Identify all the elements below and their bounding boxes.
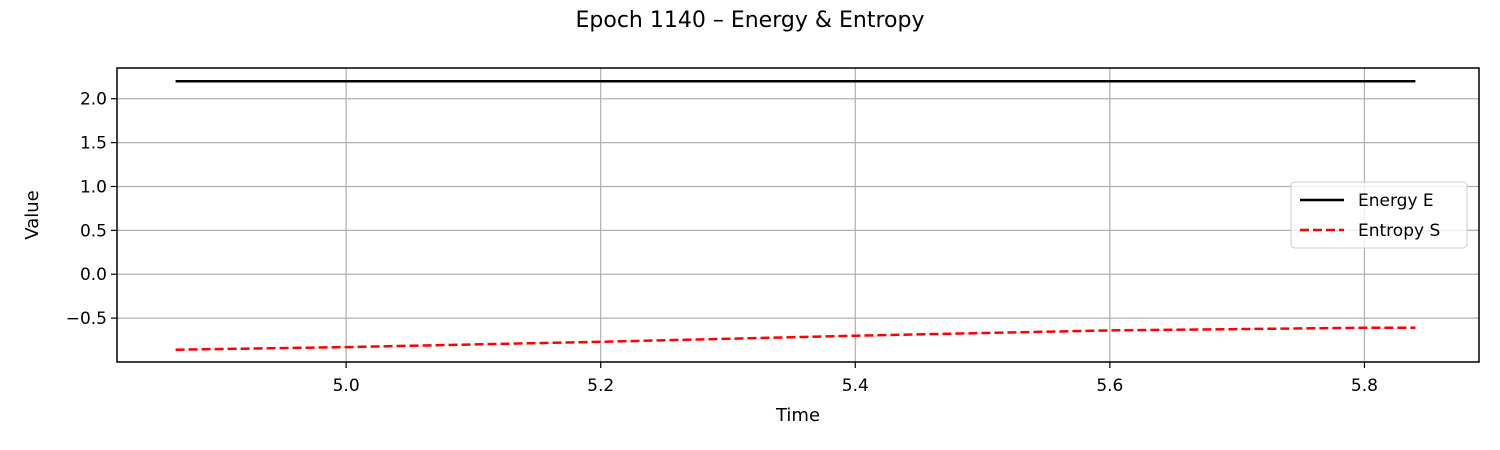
y-axis-label: Value <box>22 190 43 239</box>
x-tick-label: 5.6 <box>1096 376 1123 396</box>
legend-box <box>1290 181 1468 249</box>
y-tick-label: 2.0 <box>80 90 107 110</box>
y-tick-label: 1.5 <box>80 134 107 154</box>
legend-label-0: Energy E <box>1358 191 1434 211</box>
y-tick-label: 1.0 <box>80 177 107 197</box>
series-line-1 <box>175 326 1416 351</box>
chart-title: Epoch 1140 – Energy & Entropy <box>576 8 925 33</box>
x-tick-label: 5.0 <box>333 376 360 396</box>
legend: Energy E Entropy S <box>1290 181 1468 249</box>
grid <box>117 68 1479 362</box>
plot-frame <box>116 67 1480 363</box>
x-tick-label: 5.2 <box>587 376 614 396</box>
y-tick-label: −0.5 <box>66 309 107 329</box>
series-group <box>175 79 1416 351</box>
x-tick-label: 5.4 <box>842 376 869 396</box>
legend-label-1: Entropy S <box>1358 221 1440 241</box>
y-tick-label: 0.0 <box>80 265 107 285</box>
y-tick-label: 0.5 <box>80 221 107 241</box>
x-tick-label: 5.8 <box>1351 376 1378 396</box>
x-axis-label: Time <box>775 405 820 426</box>
ticks: 5.0 5.2 5.4 5.6 5.8 −0.5 0.0 0.5 1.0 1.5 2.0 <box>66 90 1378 396</box>
